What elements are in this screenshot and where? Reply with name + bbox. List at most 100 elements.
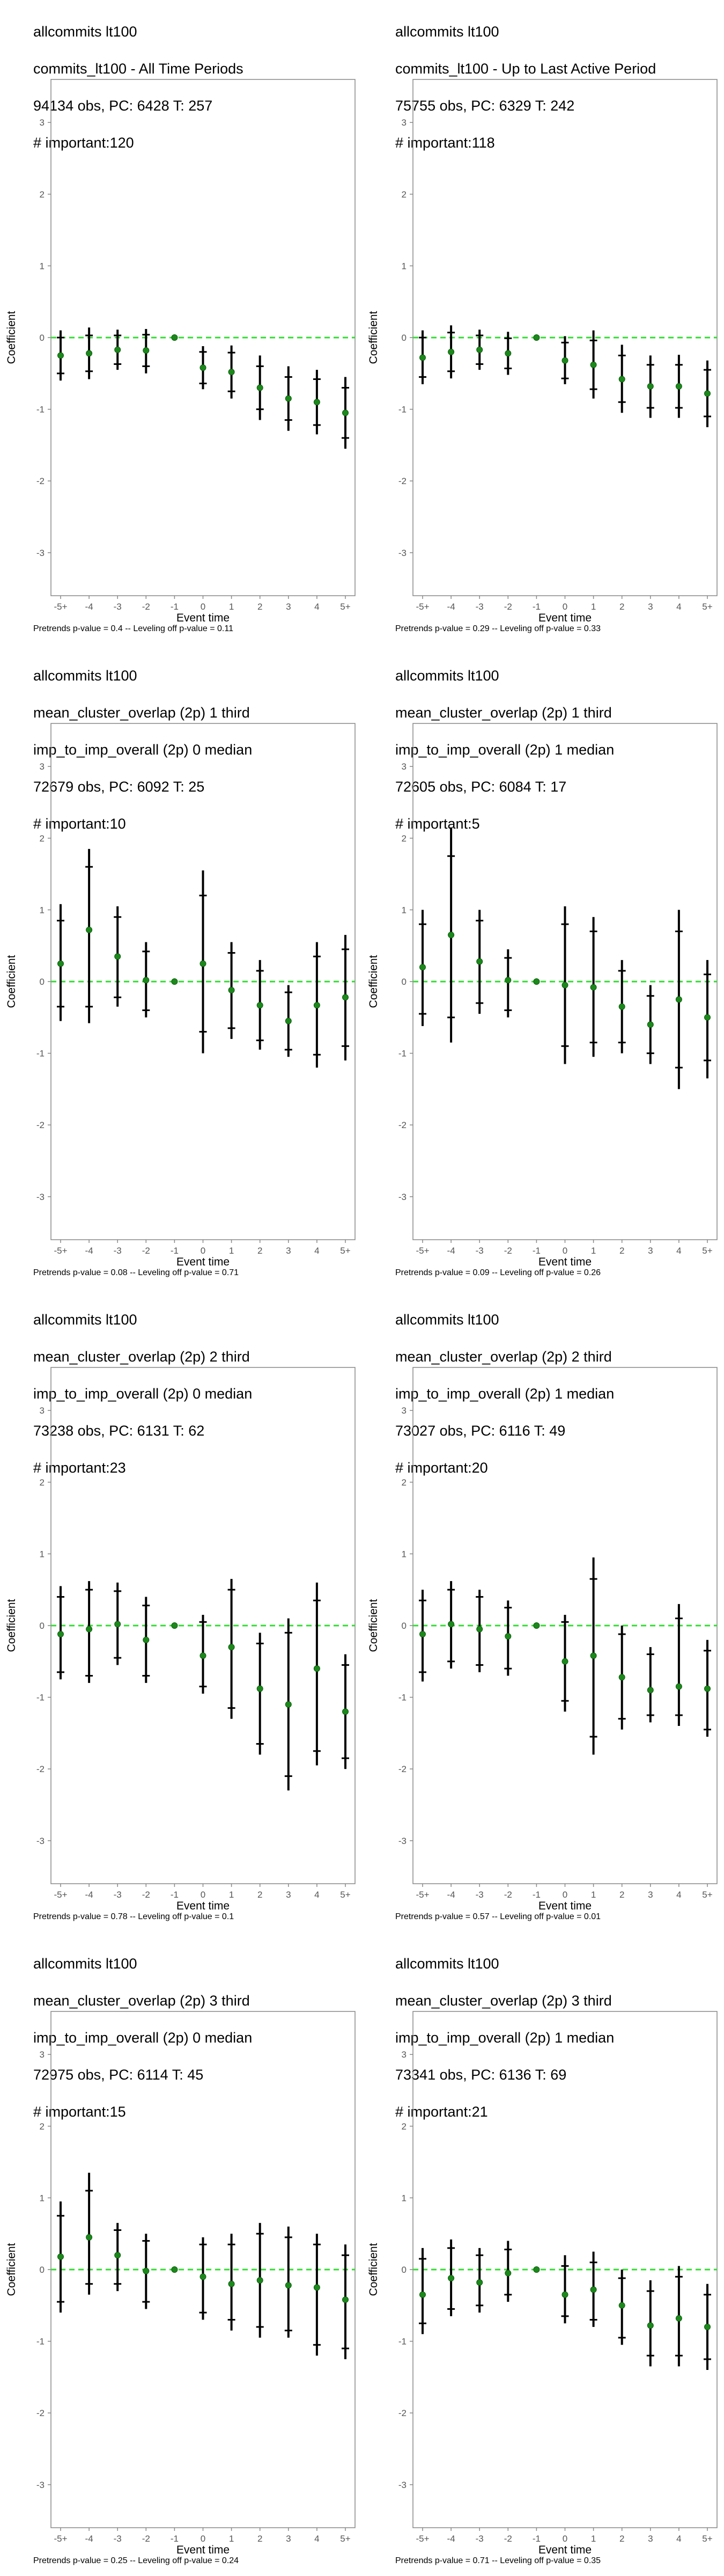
y-tick-label: 2 xyxy=(40,833,45,844)
point-estimate xyxy=(200,1652,206,1659)
plot-area: -3 -2 -1 0 1 2 3 -5+ -4 -3 -2 -1 0 1 2 3 4 5+ Event time Co… xyxy=(367,2011,718,2556)
point-estimate xyxy=(171,978,178,985)
chart-panel: allcommits lt100 commits_lt100 - All Tim… xyxy=(0,0,362,644)
y-tick-label: 3 xyxy=(40,118,45,128)
point-estimate xyxy=(419,354,426,361)
point-estimate xyxy=(228,987,235,994)
p-value-footer: Pretrends p-value = 0.71 -- Leveling off… xyxy=(395,2556,601,2565)
p-value-footer: Pretrends p-value = 0.29 -- Leveling off… xyxy=(395,624,601,633)
title-line: allcommits lt100 xyxy=(395,1312,499,1328)
title-line: # important:21 xyxy=(395,2104,488,2120)
point-estimate xyxy=(143,347,150,354)
x-tick-label: -1 xyxy=(533,1246,541,1256)
title-line: allcommits lt100 xyxy=(33,1312,137,1328)
plot-area: -3 -2 -1 0 1 2 3 -5+ -4 -3 -2 -1 0 1 2 3 4 5+ Event time Co… xyxy=(367,723,718,1268)
x-axis-title: Event time xyxy=(176,2544,230,2556)
x-tick-label: -2 xyxy=(142,602,150,612)
title-line: # important:20 xyxy=(395,1460,488,1476)
point-estimate xyxy=(57,352,64,359)
x-tick-label: 2 xyxy=(257,1246,262,1256)
point-estimate xyxy=(419,964,426,971)
point-estimate xyxy=(533,978,540,985)
point-estimate xyxy=(313,399,320,406)
point-estimate xyxy=(476,346,483,353)
panel-title: allcommits lt100 commits_lt100 - All Tim… xyxy=(33,1,355,174)
point-estimate xyxy=(675,2315,682,2322)
x-tick-label: -4 xyxy=(85,1890,93,1900)
point-estimate xyxy=(476,1626,483,1633)
title-line: 73341 obs, PC: 6136 T: 69 xyxy=(395,2067,567,2083)
point-estimate xyxy=(228,369,235,376)
y-tick-label: -2 xyxy=(398,2408,407,2418)
x-tick-label: -4 xyxy=(447,2534,455,2544)
title-line: allcommits lt100 xyxy=(33,668,137,684)
y-tick-label: 1 xyxy=(40,905,45,915)
y-tick-label: -2 xyxy=(398,476,407,486)
p-value-footer: Pretrends p-value = 0.57 -- Leveling off… xyxy=(395,1912,601,1921)
x-tick-label: 2 xyxy=(619,1890,624,1900)
x-tick-label: 3 xyxy=(286,602,291,612)
x-tick-label: -5+ xyxy=(416,2534,429,2544)
title-line: mean_cluster_overlap (2p) 2 third xyxy=(33,1349,250,1365)
y-tick-label: 2 xyxy=(402,189,407,200)
y-tick-label: -1 xyxy=(398,2337,407,2347)
y-axis-title: Coefficient xyxy=(367,955,380,1008)
plot-area: -3 -2 -1 0 1 2 3 -5+ -4 -3 -2 -1 0 1 2 3 4 5+ Event time Co… xyxy=(5,723,356,1268)
point-estimate xyxy=(171,1622,178,1629)
point-estimate xyxy=(256,2277,263,2284)
point-estimate xyxy=(590,361,597,368)
x-tick-label: 0 xyxy=(563,2534,567,2544)
point-estimate xyxy=(86,350,93,357)
x-tick-label: -5+ xyxy=(54,602,67,612)
point-estimate xyxy=(57,2253,64,2260)
point-estimate xyxy=(618,1674,625,1681)
x-axis-title: Event time xyxy=(538,612,592,624)
title-line: commits_lt100 - Up to Last Active Period xyxy=(395,61,656,77)
x-tick-label: 5+ xyxy=(702,602,712,612)
y-tick-label: -2 xyxy=(398,1120,407,1130)
x-tick-label: 4 xyxy=(676,2534,681,2544)
x-tick-label: -1 xyxy=(533,2534,541,2544)
x-tick-label: 4 xyxy=(314,1890,319,1900)
x-tick-label: 5+ xyxy=(340,1890,350,1900)
x-tick-label: -3 xyxy=(114,1246,122,1256)
y-axis-title: Coefficient xyxy=(367,1599,380,1652)
title-line: # important:10 xyxy=(33,816,126,832)
x-tick-label: -5+ xyxy=(54,1246,67,1256)
x-tick-label: -5+ xyxy=(416,1890,429,1900)
x-tick-label: -5+ xyxy=(416,602,429,612)
x-tick-label: -3 xyxy=(114,602,122,612)
point-estimate xyxy=(114,346,121,353)
point-estimate xyxy=(313,1002,320,1009)
y-tick-label: 3 xyxy=(40,2050,45,2060)
point-estimate xyxy=(143,977,150,984)
panel-title: allcommits lt100 mean_cluster_overlap (2… xyxy=(33,645,355,855)
point-estimate xyxy=(86,2234,93,2241)
title-line: allcommits lt100 xyxy=(33,24,137,40)
x-tick-label: -4 xyxy=(447,1246,455,1256)
title-line: allcommits lt100 xyxy=(395,668,499,684)
point-estimate xyxy=(200,364,206,371)
y-axis-title: Coefficient xyxy=(5,1599,18,1652)
x-tick-label: -4 xyxy=(447,1890,455,1900)
x-tick-label: 5+ xyxy=(340,602,350,612)
x-tick-label: -2 xyxy=(142,1246,150,1256)
x-tick-label: -3 xyxy=(114,1890,122,1900)
x-tick-label: 1 xyxy=(229,1246,234,1256)
point-estimate xyxy=(342,994,349,1001)
x-tick-label: 5+ xyxy=(702,1246,712,1256)
p-value-footer: Pretrends p-value = 0.78 -- Leveling off… xyxy=(33,1912,234,1921)
x-tick-label: 3 xyxy=(286,1890,291,1900)
point-estimate xyxy=(419,1631,426,1638)
y-tick-label: 0 xyxy=(40,977,45,987)
x-tick-label: 3 xyxy=(286,1246,291,1256)
point-estimate xyxy=(114,2252,121,2259)
point-estimate xyxy=(342,1708,349,1715)
x-tick-label: -3 xyxy=(114,2534,122,2544)
x-tick-label: 4 xyxy=(314,602,319,612)
y-tick-label: 1 xyxy=(40,1549,45,1559)
point-estimate xyxy=(562,1658,568,1665)
point-estimate xyxy=(228,2280,235,2287)
x-tick-label: 4 xyxy=(314,1246,319,1256)
point-estimate xyxy=(704,1014,711,1021)
